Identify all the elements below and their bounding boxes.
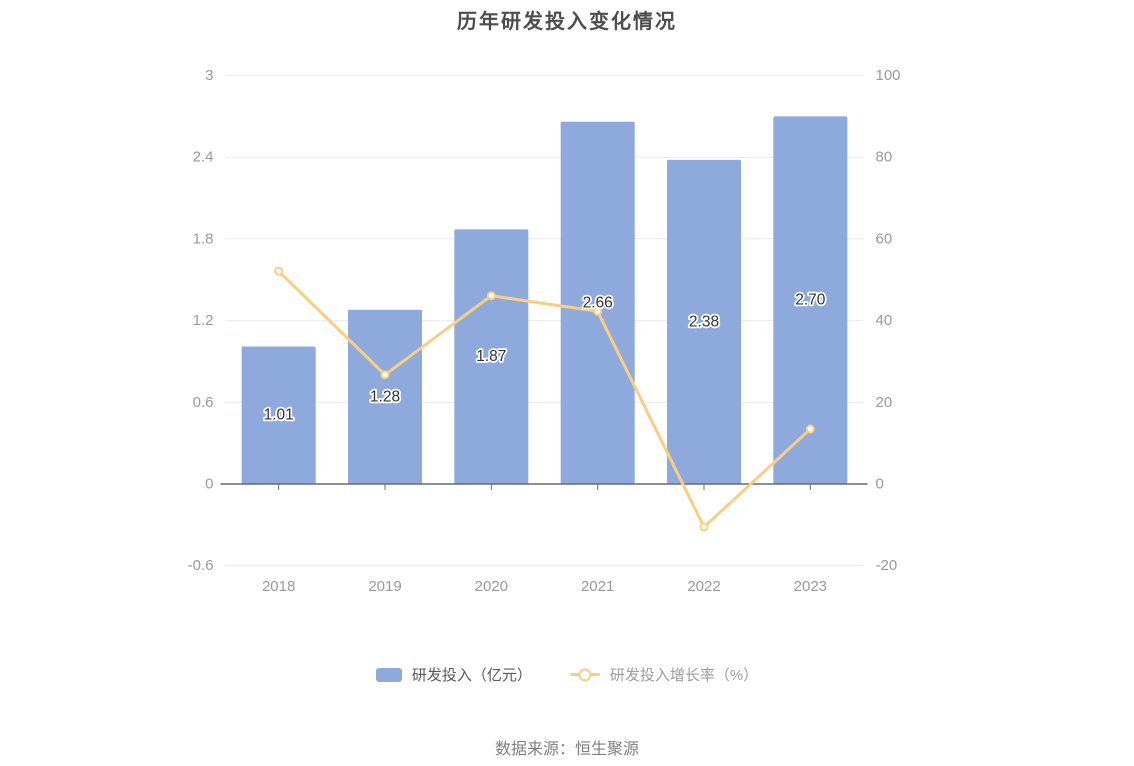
left-axis-label-0: 0	[205, 476, 213, 493]
x-axis-label-2020: 2020	[475, 578, 508, 595]
left-axis-label--0.6: -0.6	[188, 557, 214, 574]
bar-series-label: 研发投入（亿元）	[411, 667, 532, 684]
line-series-label: 研发投入增长率（%）	[609, 667, 759, 684]
bar-2019	[348, 309, 422, 484]
right-axis-label-40: 40	[876, 312, 893, 329]
line-series-swatch-icon	[569, 668, 600, 681]
legend-item-growth-rate[interactable]: 研发投入增长率（%）	[569, 664, 759, 685]
x-axis-label-2023: 2023	[794, 578, 827, 595]
line-point-2019	[380, 370, 390, 380]
right-axis-label-60: 60	[876, 230, 893, 247]
left-axis-label-1.8: 1.8	[193, 230, 214, 247]
bar-2022	[667, 159, 741, 484]
x-axis-label-2018: 2018	[262, 578, 295, 595]
right-axis-label-20: 20	[876, 394, 893, 411]
legend: 研发投入（亿元） 研发投入增长率（%）	[0, 664, 1134, 685]
bar-value-label-2022: 2.38	[689, 313, 719, 330]
combo-chart-canvas: 3 2.4 1.8 1.2 0.6 0 -0.6 100 80 60 40 20 0 -20 2018 201…	[188, 67, 901, 595]
line-point-2018	[274, 266, 284, 276]
x-axis-label-2019: 2019	[368, 578, 401, 595]
data-source-caption: 数据来源：恒生聚源	[494, 741, 639, 758]
right-axis-label-80: 80	[876, 149, 893, 166]
right-axis-label--20: -20	[876, 557, 898, 574]
growth-rate-line	[277, 269, 812, 529]
bar-2021	[560, 121, 635, 485]
bar-2023	[773, 116, 848, 484]
line-point-2023	[805, 424, 815, 434]
left-axis-label-1.2: 1.2	[193, 312, 214, 329]
right-axis-label-100: 100	[876, 67, 901, 84]
bar-value-label-2023: 2.70	[795, 292, 826, 309]
bar-value-label-2020: 1.87	[476, 348, 506, 365]
x-axis-label-2021: 2021	[581, 578, 614, 595]
bar-2020	[454, 229, 529, 484]
left-axis-label-2.4: 2.4	[193, 149, 214, 166]
x-axis-label-2022: 2022	[687, 578, 720, 595]
bar-value-label-2019: 1.28	[370, 388, 400, 405]
line-point-2021	[593, 306, 603, 316]
line-point-2020	[486, 291, 496, 301]
legend-item-rd-investment[interactable]: 研发投入（亿元）	[375, 664, 532, 685]
bar-value-label-2018: 1.01	[264, 407, 294, 424]
chart-title: 历年研发投入变化情况	[457, 11, 677, 33]
bar-2018	[241, 346, 316, 484]
line-series-dot-icon	[578, 668, 592, 681]
line-point-2022	[699, 522, 709, 532]
bar-value-label-2021: 2.66	[583, 294, 613, 311]
left-axis-label-0.6: 0.6	[193, 394, 214, 411]
right-axis-label-0: 0	[876, 476, 884, 493]
left-axis-label-3: 3	[205, 67, 213, 84]
bar-series-swatch-icon	[375, 667, 402, 682]
